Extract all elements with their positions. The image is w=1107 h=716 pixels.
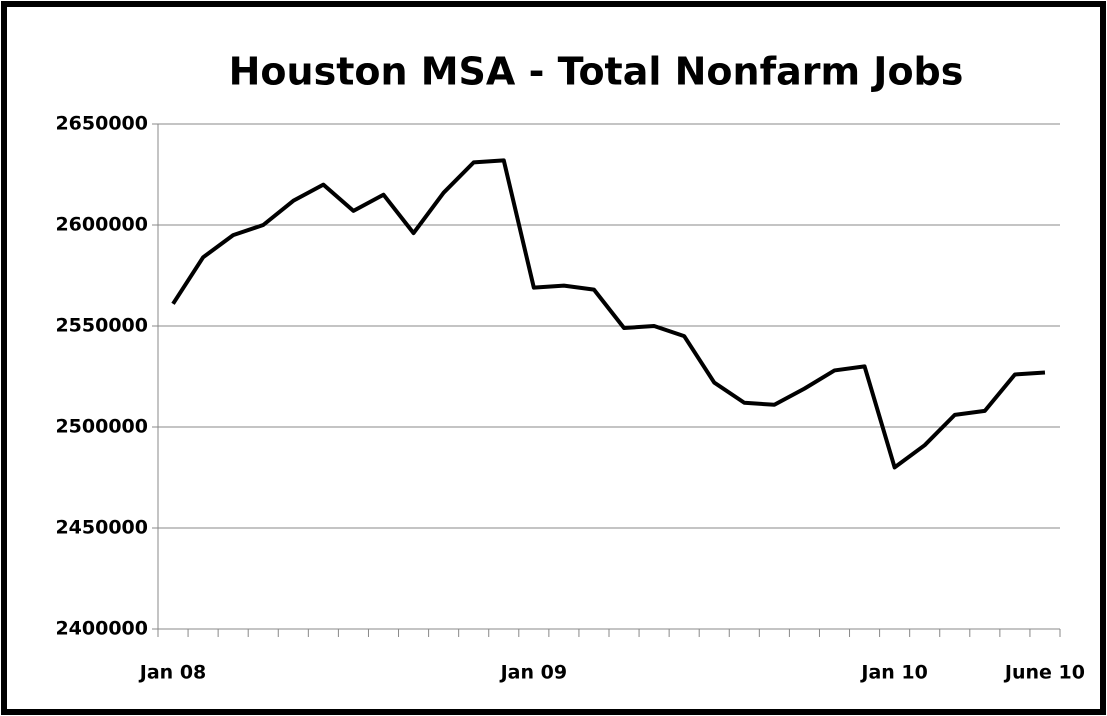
- x-tick-label: June 10: [1003, 662, 1085, 684]
- x-tick-label: Jan 08: [138, 662, 206, 684]
- y-tick-label: 2500000: [55, 416, 148, 438]
- y-tick-label: 2550000: [55, 315, 148, 337]
- chart-title: Houston MSA - Total Nonfarm Jobs: [229, 50, 964, 94]
- line: [171, 158, 1046, 470]
- x-tick-label: Jan 09: [499, 662, 567, 684]
- y-tick-label: 2400000: [55, 618, 148, 640]
- x-tick-label: Jan 10: [859, 662, 927, 684]
- y-tick-label: 2600000: [55, 214, 148, 236]
- y-tick-label: 2450000: [55, 517, 148, 539]
- y-tick-label: 2650000: [55, 113, 148, 135]
